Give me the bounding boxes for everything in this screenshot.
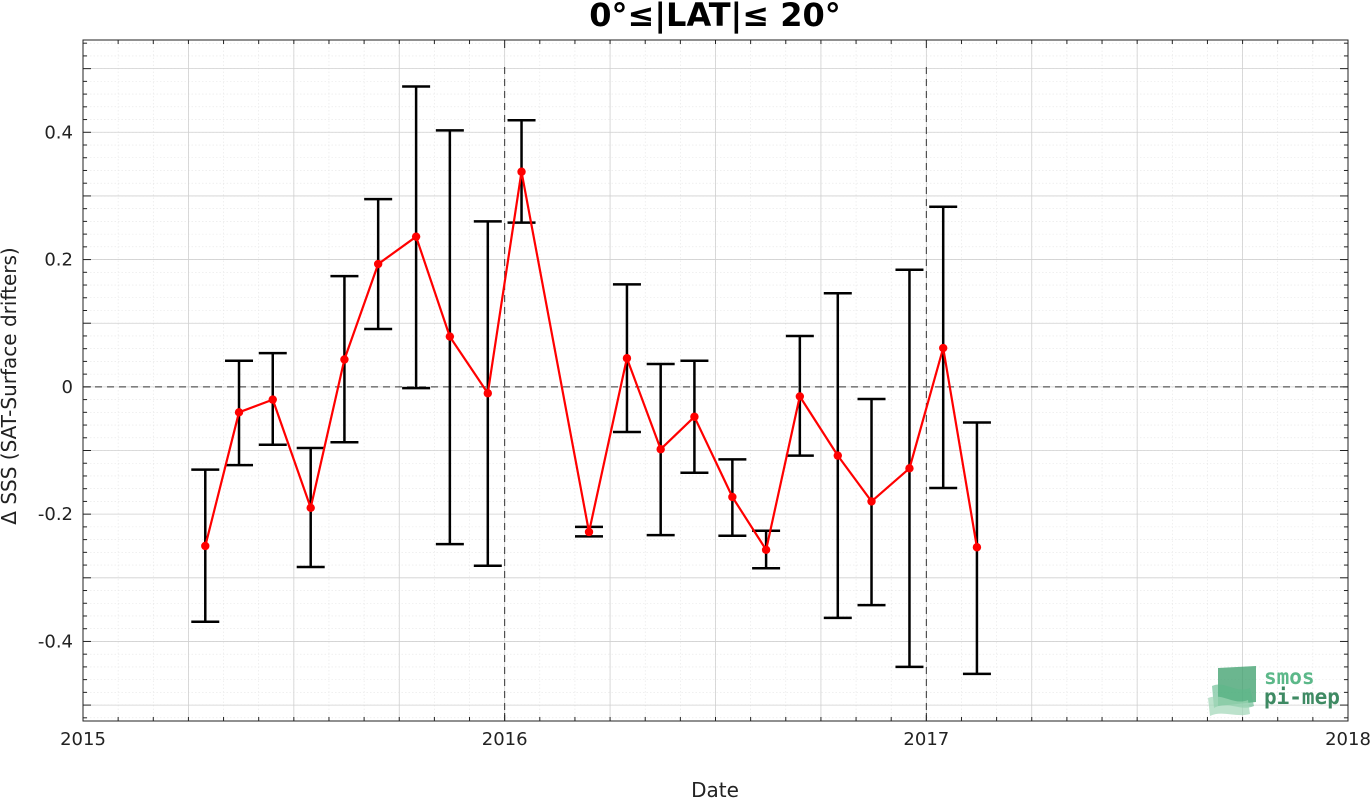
waves-icon (1208, 666, 1256, 716)
data-point (584, 527, 594, 537)
data-series (201, 167, 982, 554)
reference-lines (83, 67, 1348, 721)
tick-labels: -0.4 -0.2 0 0.2 0.4 2015 2016 2017 2018 (38, 122, 1371, 750)
y-tick-label: -0.4 (38, 631, 73, 652)
data-point (833, 451, 842, 460)
y-tick-label: 0 (62, 377, 73, 398)
data-point (622, 354, 632, 363)
data-point (445, 332, 455, 341)
data-point (234, 408, 244, 417)
y-tick-label: -0.2 (38, 504, 73, 525)
data-point (939, 343, 948, 353)
x-tick-label: 2016 (482, 729, 528, 750)
y-tick-label: 0.2 (44, 250, 73, 271)
data-point (517, 167, 526, 176)
axis-ticks (82, 40, 1349, 721)
error-bars (191, 85, 991, 676)
smos-pi-mep-logo: smos pi-mep (1208, 665, 1340, 716)
data-point (340, 355, 349, 364)
data-point (483, 389, 492, 398)
data-point (201, 541, 210, 551)
data-point (867, 497, 876, 506)
x-tick-label: 2017 (903, 729, 949, 750)
data-point (972, 543, 982, 552)
logo-line1: smos (1264, 665, 1315, 689)
data-point (306, 503, 315, 512)
data-point (905, 464, 914, 473)
y-axis-label: Δ SSS (SAT-Surface drifters) (0, 247, 21, 524)
x-axis-label: Date (691, 778, 739, 799)
data-point (411, 232, 421, 241)
data-point (690, 412, 699, 421)
data-point (728, 492, 737, 502)
x-tick-label: 2015 (60, 729, 106, 750)
y-tick-label: 0.4 (44, 122, 73, 143)
data-point (268, 395, 277, 404)
data-point (795, 392, 805, 401)
data-point (761, 545, 771, 554)
x-tick-label: 2018 (1325, 729, 1371, 750)
data-point (656, 445, 665, 454)
logo-line2: pi-mep (1264, 685, 1340, 709)
chart-title: 0°≤|LAT|≤ 20° (589, 0, 840, 35)
series-line (204, 170, 978, 551)
data-point (373, 259, 383, 269)
